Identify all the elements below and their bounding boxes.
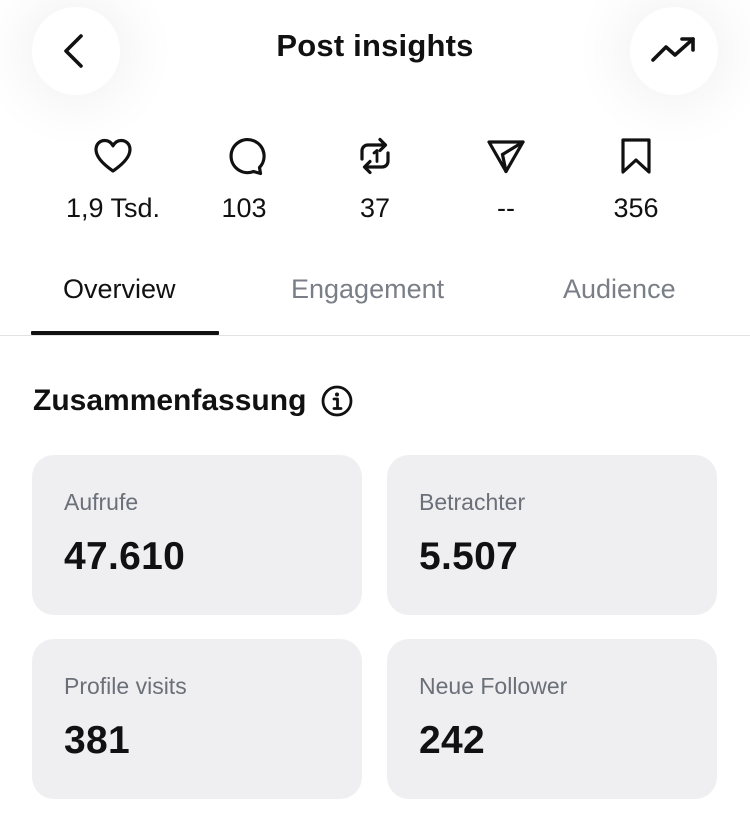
views-label: Aufrufe (64, 489, 139, 515)
insights-tabs: Overview Engagement Audience (0, 258, 750, 336)
tab-engagement[interactable]: Engagement (291, 274, 445, 304)
viewers-label: Betrachter (419, 489, 526, 515)
repost-icon (360, 137, 390, 175)
saves-stat[interactable]: 356 (571, 134, 701, 224)
shares-count: -- (497, 193, 515, 223)
viewers-card[interactable]: Betrachter 5.507 (387, 455, 717, 615)
saves-count: 356 (613, 193, 659, 223)
comments-stat[interactable]: 103 (179, 134, 309, 224)
new-followers-label: Neue Follower (419, 673, 568, 699)
trend-button[interactable] (630, 7, 718, 95)
viewers-value: 5.507 (419, 535, 519, 578)
profile-visits-card[interactable]: Profile visits 381 (32, 639, 362, 799)
back-button[interactable] (32, 7, 120, 95)
summary-heading: Zusammenfassung (33, 384, 354, 418)
send-icon (487, 140, 525, 174)
heart-icon (94, 138, 132, 173)
chevron-left-icon (64, 34, 83, 68)
profile-visits-value: 381 (64, 719, 130, 762)
profile-visits-label: Profile visits (64, 673, 187, 699)
tab-overview[interactable]: Overview (63, 274, 176, 304)
summary-title: Zusammenfassung (33, 384, 307, 417)
page-title: Post insights (276, 28, 474, 63)
comment-icon (229, 138, 266, 176)
views-card[interactable]: Aufrufe 47.610 (32, 455, 362, 615)
trending-up-icon (651, 37, 695, 62)
new-followers-value: 242 (419, 719, 485, 762)
likes-count: 1,9 Tsd. (65, 193, 161, 223)
new-followers-card[interactable]: Neue Follower 242 (387, 639, 717, 799)
active-tab-indicator (31, 331, 219, 335)
comments-count: 103 (221, 193, 267, 223)
shares-stat[interactable]: -- (441, 134, 571, 224)
bookmark-icon (621, 138, 651, 174)
tab-audience[interactable]: Audience (563, 274, 676, 304)
likes-stat[interactable]: 1,9 Tsd. (48, 134, 178, 224)
reposts-stat[interactable]: 37 (310, 134, 440, 224)
reposts-count: 37 (359, 193, 391, 223)
views-value: 47.610 (64, 535, 186, 578)
info-icon[interactable] (320, 384, 354, 418)
post-stats: 1,9 Tsd. 103 37 -- 356 (0, 134, 750, 234)
